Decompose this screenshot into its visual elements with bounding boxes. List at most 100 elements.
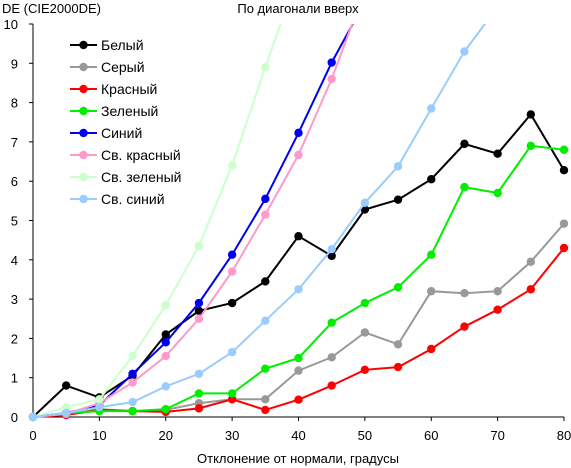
legend: Белый Серый Красный Зеленый Синий Св. красный… [70, 37, 181, 207]
data-point [261, 364, 270, 373]
data-point [61, 402, 71, 412]
data-point [261, 194, 270, 204]
data-point [61, 408, 71, 418]
data-point [294, 366, 303, 375]
legend-item: Св. красный [70, 147, 181, 163]
data-point [294, 128, 303, 138]
data-point [360, 198, 370, 208]
data-point [493, 287, 502, 296]
x-tick-label: 0 [29, 428, 36, 443]
legend-label: Св. синий [101, 191, 165, 207]
y-tick-label: 10 [4, 17, 18, 32]
y-axis-label: DE (CIE2000DE) [2, 1, 101, 16]
data-point [460, 139, 469, 149]
legend-marker [79, 40, 88, 50]
data-point [493, 305, 502, 314]
data-point [95, 402, 104, 412]
data-point [360, 298, 370, 308]
legend-marker [79, 84, 88, 94]
data-point [427, 287, 436, 296]
data-point [261, 405, 270, 415]
legend-item: Серый [70, 59, 145, 75]
series-Св. зеленый [28, 24, 282, 422]
data-point [526, 285, 536, 294]
x-tick-label: 10 [92, 428, 106, 443]
legend-item: Синий [70, 125, 142, 141]
legend-item: Св. зеленый [70, 169, 181, 185]
plot-area: 0 1 2 3 4 5 6 7 8 9 10 0 10 20 30 40 50 60 70 80 [4, 17, 571, 443]
x-tick-label: 60 [424, 428, 438, 443]
data-point [327, 58, 336, 67]
x-tick-label: 50 [358, 428, 372, 443]
series-Св. красный [28, 24, 354, 422]
data-point [393, 195, 403, 204]
y-tick-label: 4 [11, 253, 18, 268]
legend-label: Св. зеленый [101, 169, 181, 185]
data-point [427, 175, 436, 184]
legend-label: Св. красный [101, 147, 181, 163]
data-point [493, 149, 502, 158]
data-point [227, 298, 237, 308]
data-point [360, 365, 370, 375]
data-point [460, 47, 469, 56]
legend-item: Белый [70, 37, 144, 53]
data-point [427, 344, 436, 354]
data-point [261, 210, 270, 219]
series-line [32, 24, 282, 418]
chart-title: По диагонали вверх [237, 1, 359, 16]
data-point [559, 145, 569, 154]
data-point [393, 362, 403, 372]
data-point [261, 63, 270, 72]
data-point [427, 104, 436, 113]
data-point [194, 306, 204, 316]
data-point [61, 381, 71, 390]
data-point [128, 351, 137, 361]
data-point [393, 162, 403, 171]
y-tick-label: 5 [11, 214, 18, 229]
legend-item: Зеленый [70, 103, 158, 119]
legend-marker [79, 194, 88, 204]
data-point [294, 150, 303, 160]
data-point [327, 74, 336, 84]
data-point [227, 267, 237, 276]
data-point [161, 330, 170, 339]
legend-marker [79, 62, 88, 72]
y-tick-label: 2 [11, 331, 18, 346]
data-point [227, 161, 237, 170]
data-point [526, 141, 536, 151]
data-point [559, 243, 569, 253]
data-point [559, 165, 569, 175]
legend-marker [79, 128, 88, 138]
x-tick-label: 70 [490, 428, 504, 443]
y-tick-label: 7 [11, 135, 18, 150]
data-point [28, 412, 38, 422]
series-line [32, 24, 354, 418]
data-point [227, 347, 237, 357]
data-point [95, 395, 104, 404]
x-tick-label: 20 [159, 428, 173, 443]
x-axis-label: Отклонение от нормали, градусы [197, 451, 399, 466]
data-point [194, 298, 204, 308]
y-tick-label: 8 [11, 96, 18, 111]
series-layer [28, 24, 569, 422]
legend-marker [79, 150, 88, 160]
data-point [294, 353, 303, 363]
legend-label: Серый [101, 59, 145, 75]
data-point [526, 257, 536, 266]
data-point [427, 250, 436, 259]
data-point [460, 322, 469, 331]
data-point [327, 251, 336, 261]
series-line [32, 24, 354, 418]
y-tick-label: 3 [11, 292, 18, 307]
data-point [161, 404, 170, 414]
series-Синий [28, 24, 354, 422]
data-point [261, 395, 270, 404]
data-point [161, 338, 170, 347]
data-point [161, 300, 170, 310]
series-Зеленый [28, 141, 569, 422]
data-point [360, 328, 370, 337]
legend-label: Белый [101, 37, 144, 53]
y-tick-label: 6 [11, 174, 18, 189]
data-point [161, 351, 170, 361]
data-point [294, 285, 303, 294]
